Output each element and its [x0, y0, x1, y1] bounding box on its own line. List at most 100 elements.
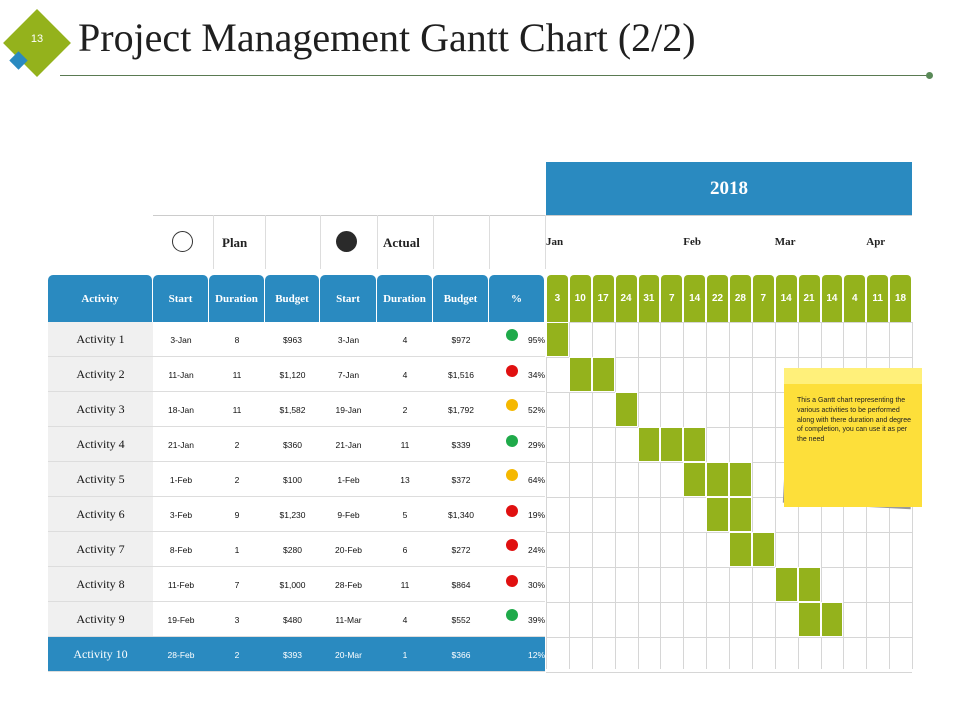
legend-divider: [265, 215, 266, 269]
grid-line: [546, 357, 912, 358]
gantt-bar: [637, 427, 661, 462]
gantt-bar: [797, 602, 821, 637]
activity-name: Activity 4: [48, 427, 153, 462]
status-dot: [506, 469, 518, 481]
grid-line: [751, 322, 753, 669]
grid-line: [637, 322, 639, 669]
month-label: Jan: [546, 236, 564, 248]
table-cell: $360: [283, 439, 302, 450]
table-cell: 11: [232, 369, 242, 380]
legend-divider: [545, 215, 546, 269]
status-dot: [506, 365, 518, 377]
table-cell: 19-Jan: [335, 404, 362, 415]
table-cell: $366: [451, 649, 471, 660]
week-header: 17: [592, 275, 614, 322]
status-dot: [506, 329, 518, 341]
title-underline: [60, 75, 929, 76]
year-header: 2018: [546, 162, 912, 215]
table-cell: 11: [400, 579, 410, 590]
page-title: Project Management Gantt Chart (2/2): [78, 15, 696, 60]
table-cell: 3-Jan: [337, 334, 360, 345]
actual-legend-marker: [336, 231, 357, 252]
table-cell: $1,582: [279, 404, 306, 415]
table-cell: 18-Jan: [168, 404, 194, 415]
legend-divider: [213, 215, 214, 269]
table-cell: 28-Feb: [167, 649, 195, 660]
week-header: 24: [615, 275, 637, 322]
table-cell: $1,000: [279, 579, 306, 590]
gantt-bar: [729, 532, 752, 567]
legend-divider: [433, 215, 434, 269]
gantt-bar: [614, 392, 638, 427]
table-cell: 20-Mar: [335, 649, 362, 660]
week-header: 4: [844, 275, 866, 322]
week-header: 3: [547, 275, 568, 322]
status-dot: [506, 575, 518, 587]
table-cell: 2: [234, 439, 240, 450]
grid-line: [568, 322, 570, 669]
legend-row: [153, 215, 912, 270]
grid-line: [546, 637, 912, 638]
week-header: 28: [730, 275, 751, 322]
table-cell: 1-Feb: [337, 474, 360, 485]
percent-complete: 39%: [527, 614, 545, 625]
gantt-bar: [683, 427, 707, 462]
note-tab: [784, 368, 922, 386]
table-cell: 9: [234, 509, 240, 520]
table-cell: 1: [402, 649, 408, 660]
plan-legend-label: Plan: [222, 235, 248, 250]
legend-divider: [320, 215, 321, 269]
table-cell: 4: [402, 369, 408, 380]
slide-number: 13: [30, 33, 44, 45]
table-cell: 3-Feb: [169, 509, 193, 520]
week-header: 7: [661, 275, 683, 322]
activity-name: Activity 1: [48, 322, 153, 357]
week-header: 7: [752, 275, 774, 322]
table-cell: 11: [232, 404, 242, 415]
table-cell: $372: [451, 474, 471, 485]
table-cell: $1,120: [279, 369, 306, 380]
month-label: Mar: [774, 236, 796, 248]
legend-divider: [489, 215, 490, 269]
status-dot: [506, 399, 518, 411]
table-cell: $480: [283, 614, 302, 625]
activity-name: Activity 2: [48, 357, 153, 392]
table-cell: $552: [451, 614, 471, 625]
percent-complete: 19%: [527, 509, 545, 520]
column-header: Duration: [209, 275, 264, 322]
percent-complete: 12%: [527, 649, 545, 660]
grid-line: [546, 322, 912, 323]
title-underline-dot: [926, 72, 933, 79]
sticky-note: This a Gantt chart representing the vari…: [784, 384, 922, 507]
table-cell: 11-Jan: [168, 369, 194, 380]
status-dot: [506, 539, 518, 551]
table-cell: $100: [283, 474, 302, 485]
status-dot: [506, 505, 518, 517]
table-cell: 21-Jan: [335, 439, 362, 450]
column-header: Start: [320, 275, 376, 322]
week-header: 14: [775, 275, 797, 322]
week-header: 10: [569, 275, 591, 322]
table-cell: $280: [283, 544, 302, 555]
table-cell: 28-Feb: [335, 579, 362, 590]
percent-complete: 64%: [527, 474, 545, 485]
activity-name: Activity 5: [48, 462, 153, 497]
grid-line: [546, 322, 547, 669]
percent-complete: 29%: [527, 439, 545, 450]
gantt-bar: [683, 462, 707, 497]
table-cell: 13: [400, 474, 410, 485]
grid-line: [591, 322, 593, 669]
activity-name: Activity 6: [48, 497, 153, 532]
table-cell: 4: [402, 614, 408, 625]
table-cell: 20-Feb: [335, 544, 362, 555]
actual-legend-label: Actual: [383, 235, 420, 250]
week-header: 22: [707, 275, 728, 322]
gantt-bar: [568, 357, 592, 392]
table-cell: 8: [234, 334, 240, 345]
table-cell: 9-Feb: [337, 509, 360, 520]
grid-line: [546, 567, 912, 568]
percent-complete: 52%: [527, 404, 545, 415]
table-cell: $972: [451, 334, 471, 345]
table-cell: $272: [451, 544, 471, 555]
table-cell: $1,230: [279, 509, 306, 520]
